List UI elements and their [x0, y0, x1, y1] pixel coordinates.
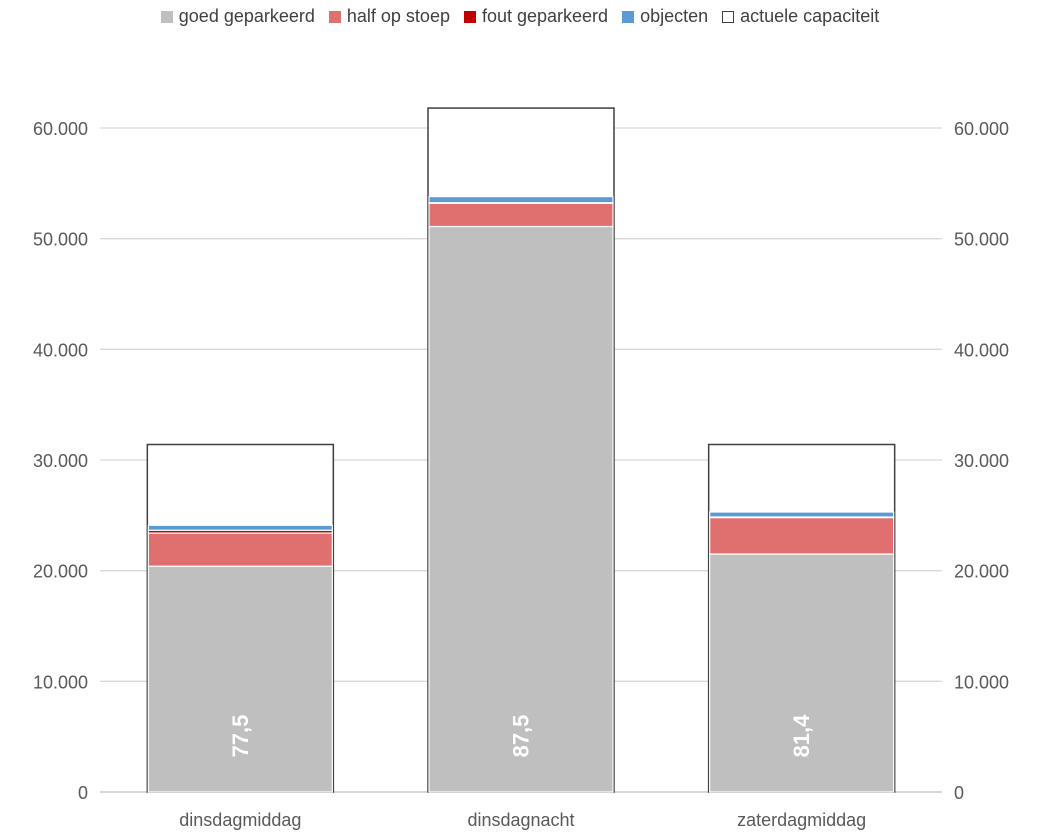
y-tick-label: 40.000 — [33, 340, 88, 360]
bar-segment-goed-geparkeerd — [709, 553, 895, 793]
y2-tick-label: 50.000 — [954, 230, 1009, 250]
bar-value-label: 77,5 — [228, 715, 253, 758]
bar-segment-half-op-stoep — [428, 202, 614, 228]
y2-tick-label: 30.000 — [954, 451, 1009, 471]
bar-segment-objecten — [428, 196, 614, 204]
y2-tick-label: 20.000 — [954, 562, 1009, 582]
y2-tick-label: 0 — [954, 783, 964, 803]
y-tick-label: 0 — [78, 783, 88, 803]
legend-swatch-objecten — [622, 10, 635, 23]
legend-label-half-op-stoep: half op stoep — [346, 6, 450, 26]
bar-segment-objecten — [147, 524, 333, 531]
legend-item-goed-geparkeerd: goed geparkeerd — [160, 6, 315, 27]
y-tick-label: 30.000 — [33, 451, 88, 471]
legend-label-objecten: objecten — [640, 6, 709, 26]
y2-tick-label: 10.000 — [954, 672, 1009, 692]
legend-swatch-actuele-capaciteit — [722, 10, 735, 23]
legend-swatch-fout-geparkeerd — [463, 10, 476, 23]
bar-segment-half-op-stoep — [147, 532, 333, 567]
y-tick-label: 50.000 — [33, 230, 88, 250]
bar-segment-goed-geparkeerd — [147, 565, 333, 793]
y-tick-label: 20.000 — [33, 562, 88, 582]
legend-swatch-goed-geparkeerd — [160, 10, 173, 23]
x-category-label: dinsdagmiddag — [179, 810, 301, 830]
legend-item-half-op-stoep: half op stoep — [328, 6, 450, 27]
bar-segment-goed-geparkeerd — [428, 225, 614, 793]
legend-item-objecten: objecten — [622, 6, 708, 27]
y2-tick-label: 60.000 — [954, 119, 1009, 139]
y-tick-label: 10.000 — [33, 672, 88, 692]
legend-label-actuele-capaciteit: actuele capaciteit — [740, 6, 880, 26]
bar-value-label: 81,4 — [789, 714, 814, 758]
legend-item-actuele-capaciteit: actuele capaciteit — [722, 6, 879, 27]
bar-value-label: 87,5 — [509, 715, 534, 758]
x-category-label: dinsdagnacht — [467, 810, 574, 830]
y2-tick-label: 40.000 — [954, 340, 1009, 360]
bar-segment-objecten — [709, 511, 895, 518]
y-tick-label: 60.000 — [33, 119, 88, 139]
legend-label-goed-geparkeerd: goed geparkeerd — [178, 6, 315, 26]
legend: goed geparkeerd half op stoep fout gepar… — [0, 6, 1040, 27]
legend-item-fout-geparkeerd: fout geparkeerd — [463, 6, 609, 27]
legend-label-fout-geparkeerd: fout geparkeerd — [481, 6, 609, 26]
bar-segment-half-op-stoep — [709, 516, 895, 555]
legend-swatch-half-op-stoep — [328, 10, 341, 23]
x-category-label: zaterdagmiddag — [737, 810, 866, 830]
